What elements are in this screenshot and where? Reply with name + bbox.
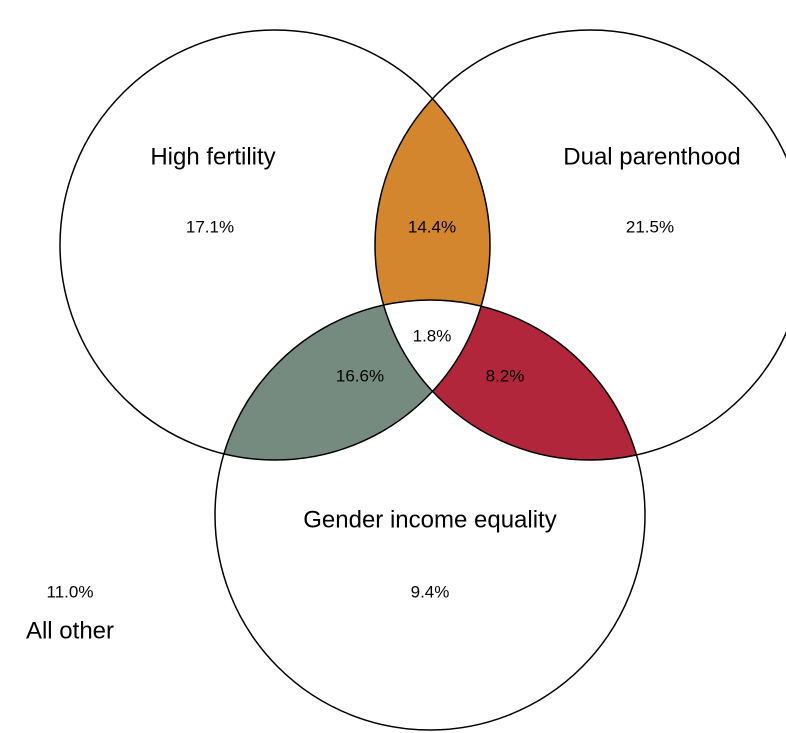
region-value-label: 17.1% xyxy=(186,217,234,236)
region-value-label: 14.4% xyxy=(408,217,456,236)
set-outline xyxy=(214,299,646,731)
region-value-label: 8.2% xyxy=(486,366,525,385)
set-name: Gender income equality xyxy=(303,506,556,533)
region-value-label: 16.6% xyxy=(336,366,384,385)
set-name: High fertility xyxy=(150,143,275,170)
other-label: All other xyxy=(26,617,114,644)
region-value-label: 21.5% xyxy=(626,217,674,236)
set-outline xyxy=(59,29,491,461)
region-value-label: 1.8% xyxy=(413,326,452,345)
region-value-label: 9.4% xyxy=(411,582,450,601)
set-name: Dual parenthood xyxy=(563,143,740,170)
other-value-label: 11.0% xyxy=(47,582,94,601)
labels: 11.0% All other 17.1% 21.5% 9.4% 14.4% 16.6%… xyxy=(26,143,741,644)
outlines xyxy=(59,29,786,731)
set-outline xyxy=(374,29,786,461)
